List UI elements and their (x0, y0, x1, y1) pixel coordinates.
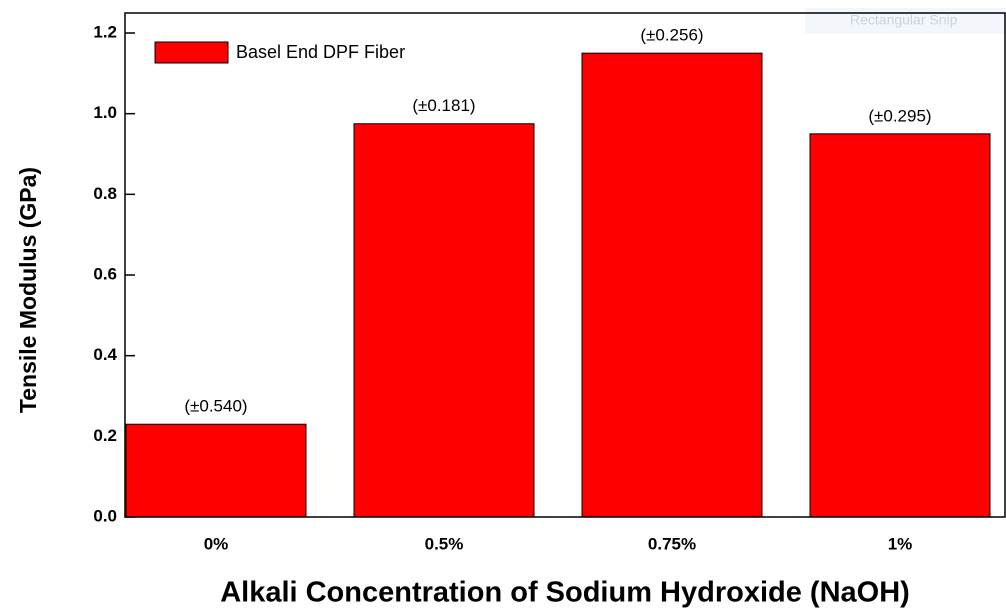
y-tick-label: 1.0 (93, 103, 117, 122)
y-tick-label: 0.4 (93, 345, 117, 364)
bar (353, 123, 535, 518)
bar (581, 52, 763, 518)
x-tick-label: 1% (888, 534, 913, 553)
x-tick-label: 0.5% (425, 534, 464, 553)
legend-label: Basel End DPF Fiber (236, 42, 405, 62)
y-tick-label: 0.2 (93, 426, 117, 445)
y-tick-label: 0.8 (93, 184, 117, 203)
bar (809, 133, 991, 518)
bar-annotation: (±0.256) (640, 26, 703, 45)
legend-swatch (154, 41, 229, 64)
x-tick-label: 0% (204, 534, 229, 553)
x-axis-label: Alkali Concentration of Sodium Hydroxide… (220, 577, 910, 609)
snip-text: Rectangular Snip (850, 12, 958, 28)
y-tick-label: 1.2 (93, 22, 117, 41)
plot-frame (124, 12, 1006, 518)
x-tick-label: 0.75% (648, 534, 696, 553)
bar-annotation: (±0.295) (868, 106, 931, 125)
y-axis-label: Tensile Modulus (GPa) (15, 167, 41, 413)
bar-annotation: (±0.540) (184, 397, 247, 416)
y-tick-label: 0.0 (93, 506, 117, 525)
bar (125, 423, 307, 518)
bar-annotation: (±0.181) (412, 96, 475, 115)
y-tick-label: 0.6 (93, 264, 117, 283)
